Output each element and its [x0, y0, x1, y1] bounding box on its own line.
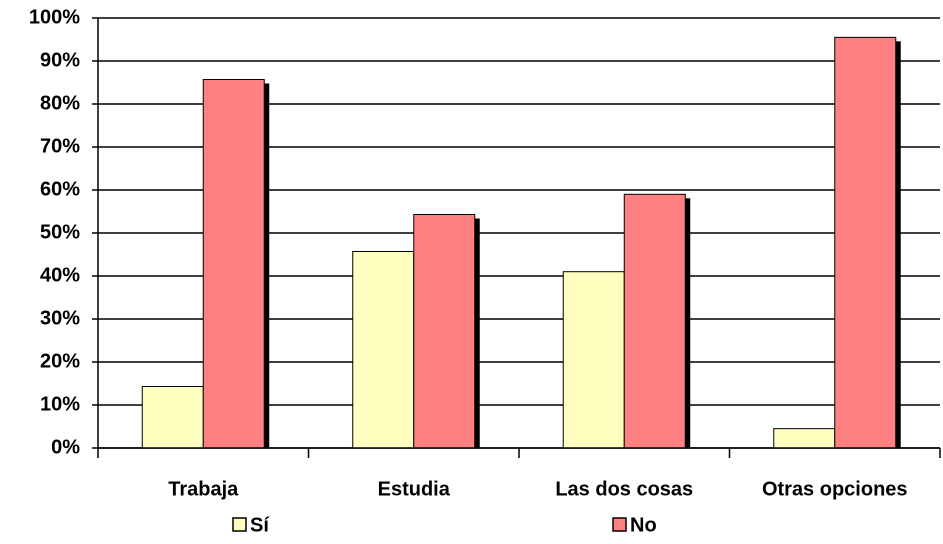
y-tick-label: 80%	[40, 92, 80, 114]
y-tick-label: 50%	[40, 221, 80, 243]
y-tick-label: 70%	[40, 135, 80, 157]
bar	[834, 36, 897, 449]
legend-label: No	[630, 514, 657, 536]
y-tick-label: 40%	[40, 264, 80, 286]
y-tick-label: 60%	[40, 178, 80, 200]
legend-swatch	[232, 517, 247, 532]
x-tick-label: Las dos cosas	[555, 478, 693, 500]
bar	[623, 193, 686, 449]
legend-swatch	[612, 517, 627, 532]
y-tick-label: 20%	[40, 350, 80, 372]
bar	[202, 78, 265, 449]
bar	[413, 214, 476, 449]
legend-label: Sí	[250, 514, 270, 536]
x-tick-label: Otras opciones	[762, 478, 908, 500]
y-tick-label: 30%	[40, 307, 80, 329]
bar	[773, 428, 836, 449]
y-tick-label: 10%	[40, 393, 80, 415]
bar	[562, 271, 625, 449]
y-tick-label: 100%	[29, 6, 80, 28]
x-tick-label: Estudia	[378, 478, 451, 500]
y-tick-label: 90%	[40, 49, 80, 71]
bar	[352, 250, 415, 449]
y-tick-label: 0%	[51, 436, 80, 458]
bar	[141, 386, 204, 449]
x-tick-label: Trabaja	[168, 478, 239, 500]
